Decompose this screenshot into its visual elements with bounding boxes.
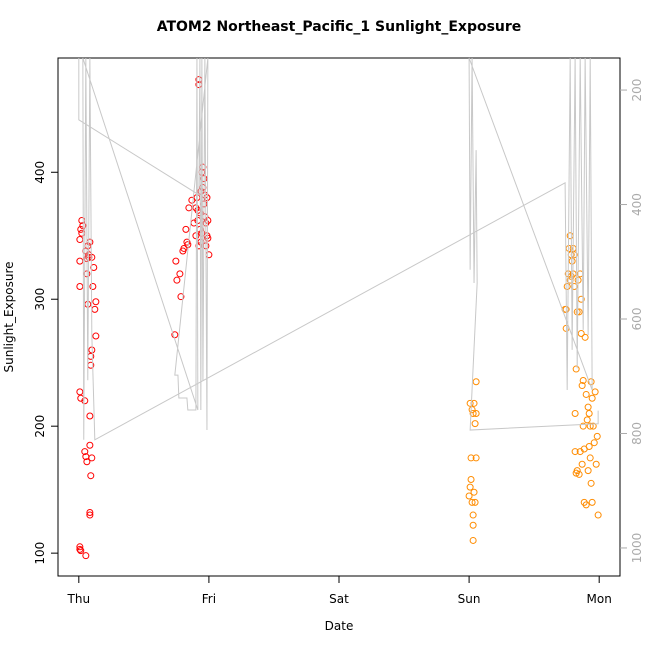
y2-tick-label: 400 [630,193,644,216]
point [177,293,185,301]
point [468,498,476,506]
point [579,422,587,430]
point [87,472,95,480]
point [568,257,576,265]
point [76,283,84,291]
point [469,521,477,529]
point [467,476,475,484]
point [77,547,85,555]
point [571,448,579,456]
point [176,270,184,278]
point [585,409,593,417]
y2-tick-label: 800 [630,422,644,445]
point [466,399,474,407]
x-tick-label: Thu [67,592,91,606]
point [470,488,478,496]
point [584,403,592,411]
point [593,432,601,440]
x-axis-label: Date [325,619,354,633]
y-tick-label: 100 [33,542,47,565]
point [468,406,476,414]
point [171,331,179,339]
point [88,454,96,462]
point [469,511,477,519]
y2-tick-label: 600 [630,308,644,331]
x-tick-label: Sat [329,592,349,606]
chart-title: ATOM2 Northeast_Pacific_1 Sunlight_Expos… [157,19,522,35]
y2-tick-label: 1000 [630,533,644,564]
point [583,416,591,424]
point [89,283,97,291]
point [192,232,200,240]
point [76,543,84,551]
point [90,263,98,271]
point [198,229,206,237]
point [172,257,180,265]
point [81,397,89,405]
point [81,448,89,456]
point [466,483,474,491]
point [192,204,200,212]
point [578,460,586,468]
y-axis-label: Sunlight_Exposure [2,262,16,373]
point [92,332,100,340]
point [173,276,181,284]
y-tick-label: 300 [33,288,47,311]
x-tick-label: Mon [587,592,612,606]
point [182,225,190,233]
point [86,509,94,517]
x-tick-label: Sun [458,592,481,606]
point [472,378,480,386]
point [472,409,480,417]
point [586,454,594,462]
point [582,501,590,509]
point [86,441,94,449]
point [587,479,595,487]
x-tick-label: Fri [202,592,216,606]
point [591,388,599,396]
point [82,552,90,560]
y-tick-label: 400 [33,161,47,184]
point [588,394,596,402]
point [472,454,480,462]
point [582,390,590,398]
point [563,283,571,291]
point [580,445,588,453]
point [594,511,602,519]
point [469,536,477,544]
point [578,382,586,390]
point [577,330,585,338]
point [76,545,84,553]
point [587,378,595,386]
y-tick-label: 200 [33,415,47,438]
point [579,376,587,384]
point [469,409,477,417]
point [590,439,598,447]
point [572,365,580,373]
point [83,458,91,466]
point [86,412,94,420]
point [467,454,475,462]
y2-tick-label: 200 [630,79,644,102]
depth-line [78,57,599,441]
point [86,511,94,519]
point [180,244,188,252]
point [592,460,600,468]
point [471,420,479,428]
point [571,409,579,417]
point [465,492,473,500]
point [471,498,479,506]
point [586,422,594,430]
point [575,308,583,316]
point [92,298,100,306]
point [588,498,596,506]
point [581,333,589,341]
point [77,225,85,233]
point [584,467,592,475]
point [572,469,580,477]
point [589,422,597,430]
